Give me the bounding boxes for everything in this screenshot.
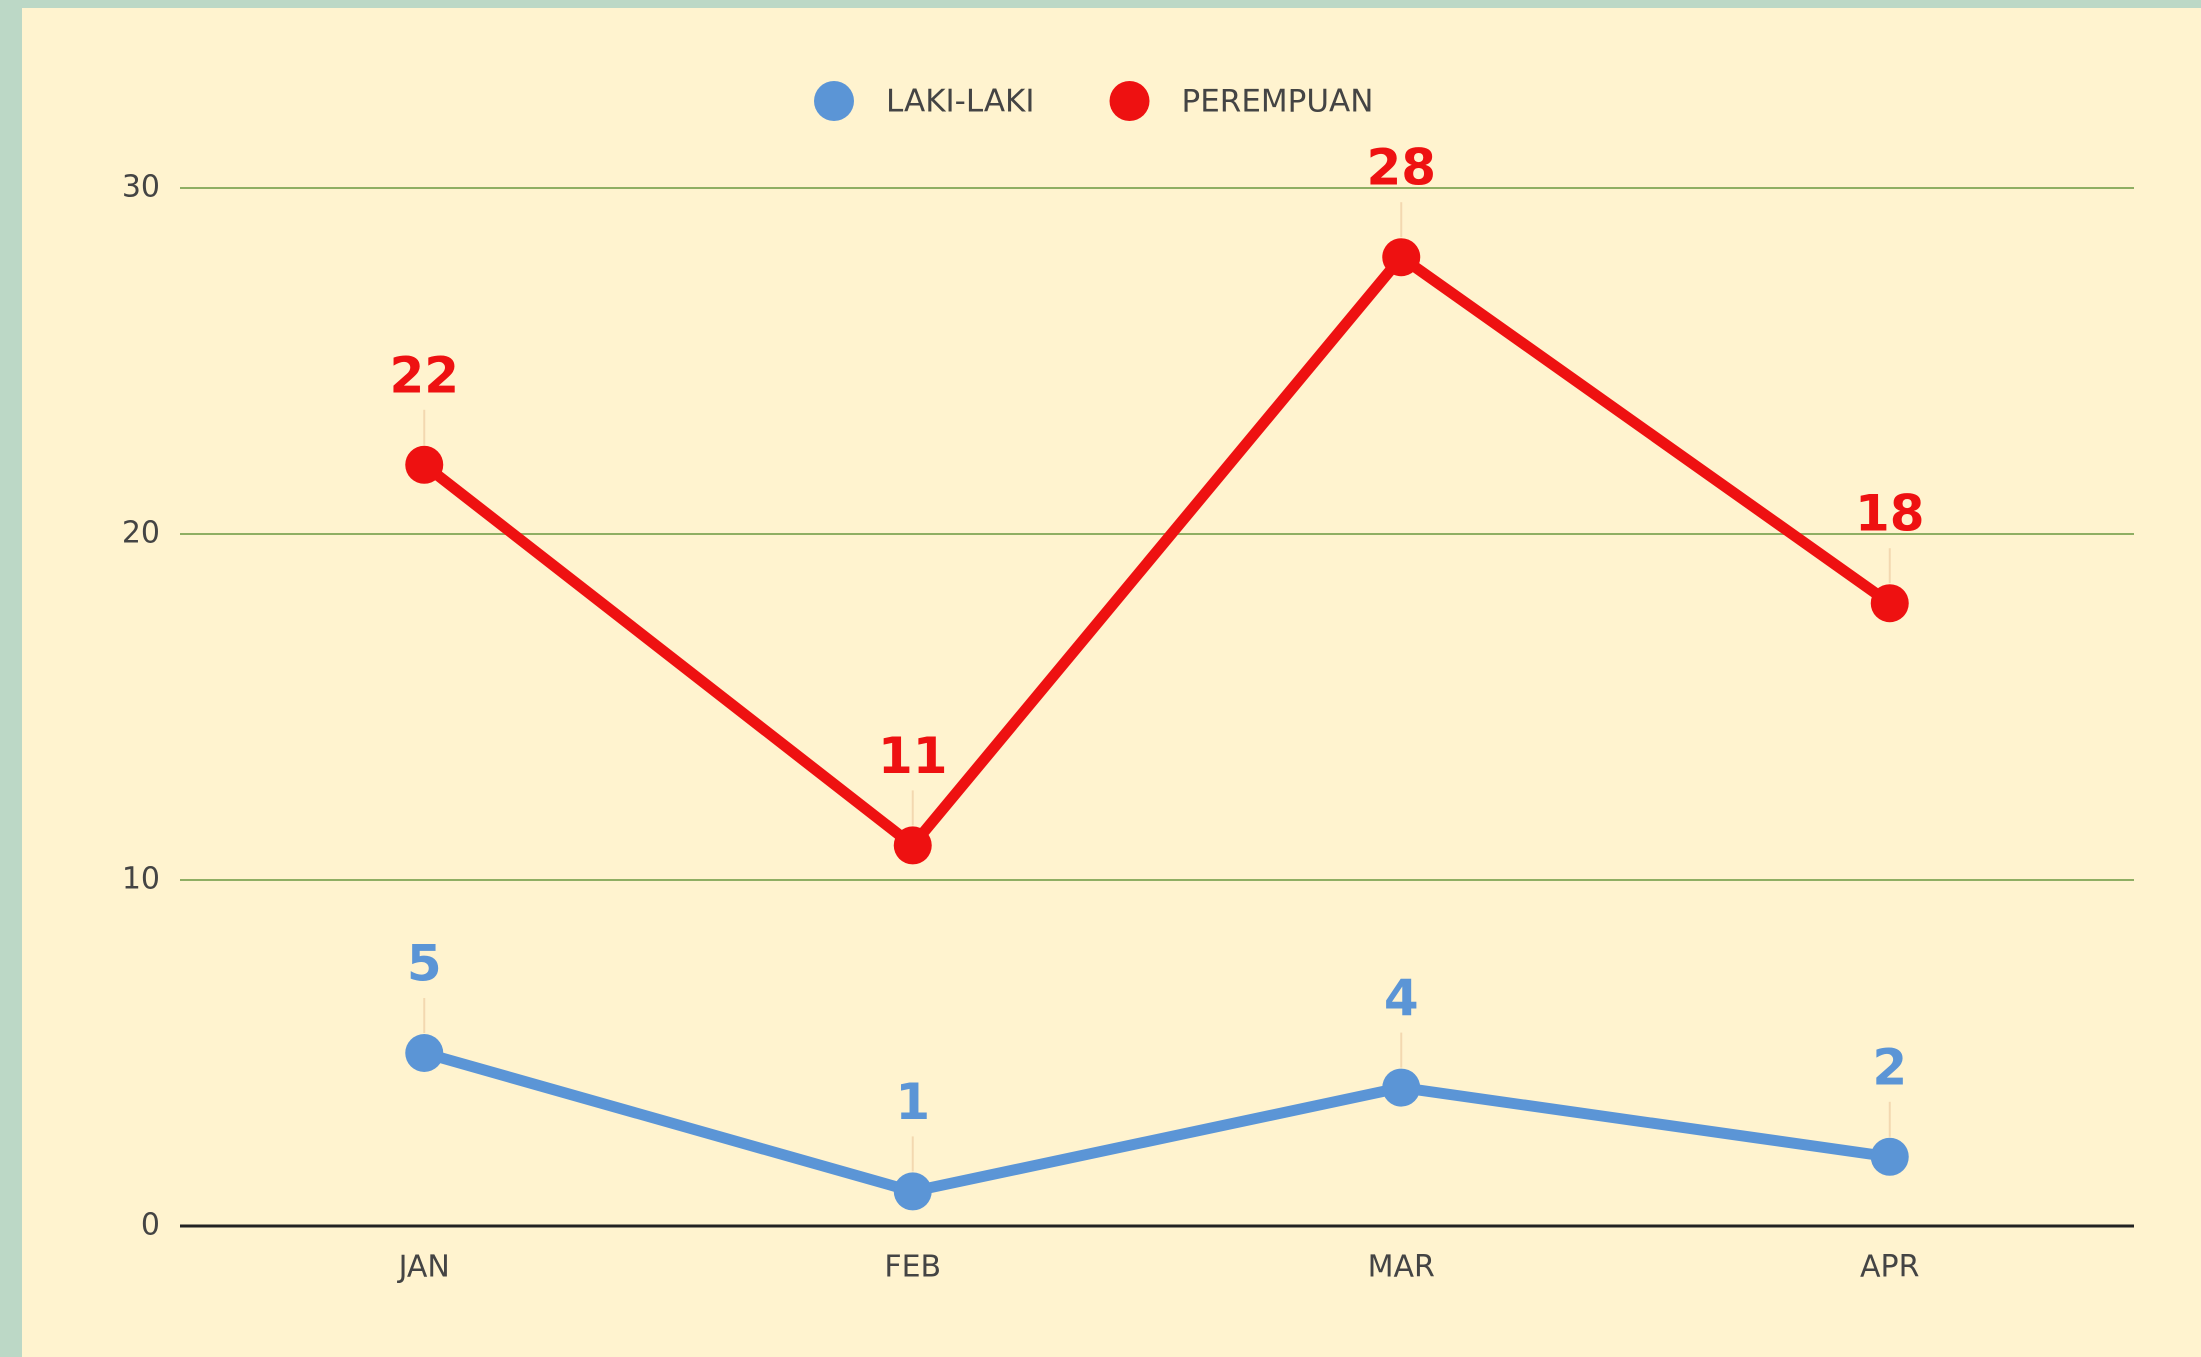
series-line <box>420 251 1893 851</box>
point <box>405 445 444 484</box>
chart-panel: 0 10 20 30 JAN FEB MAR APR LAKI-LAKI PEREMPUAN 5 1 4… <box>22 8 2201 1357</box>
point <box>1870 584 1909 623</box>
point <box>405 1034 444 1072</box>
chart: 0 10 20 30 JAN FEB MAR APR LAKI-LAKI PEREMPUAN 5 1 4… <box>122 81 2134 1285</box>
legend-swatch <box>814 81 854 121</box>
x-tick-label: FEB <box>884 1250 941 1285</box>
y-tick-label: 30 <box>122 170 160 205</box>
legend-label: LAKI-LAKI <box>886 84 1035 120</box>
series-line <box>422 1047 1891 1197</box>
x-tick-label: MAR <box>1368 1250 1435 1285</box>
data-label: 4 <box>1384 969 1419 1027</box>
legend-swatch <box>1109 81 1150 121</box>
data-label: 18 <box>1855 485 1925 543</box>
point <box>893 1172 932 1211</box>
point <box>1870 1137 1909 1176</box>
data-label: 28 <box>1366 139 1436 197</box>
y-tick-label: 20 <box>122 516 160 551</box>
data-label: 1 <box>895 1073 930 1131</box>
point <box>1382 1068 1421 1107</box>
data-label: 2 <box>1872 1038 1907 1096</box>
point <box>1382 238 1421 277</box>
data-label: 11 <box>878 727 948 785</box>
y-tick-label: 0 <box>141 1208 160 1243</box>
data-label: 22 <box>389 346 459 404</box>
point <box>893 826 932 865</box>
x-tick-label: JAN <box>397 1250 450 1285</box>
x-tick-label: APR <box>1860 1250 1919 1285</box>
data-label: 5 <box>407 935 442 993</box>
y-tick-label: 10 <box>122 862 160 897</box>
legend-label: PEREMPUAN <box>1182 84 1374 120</box>
